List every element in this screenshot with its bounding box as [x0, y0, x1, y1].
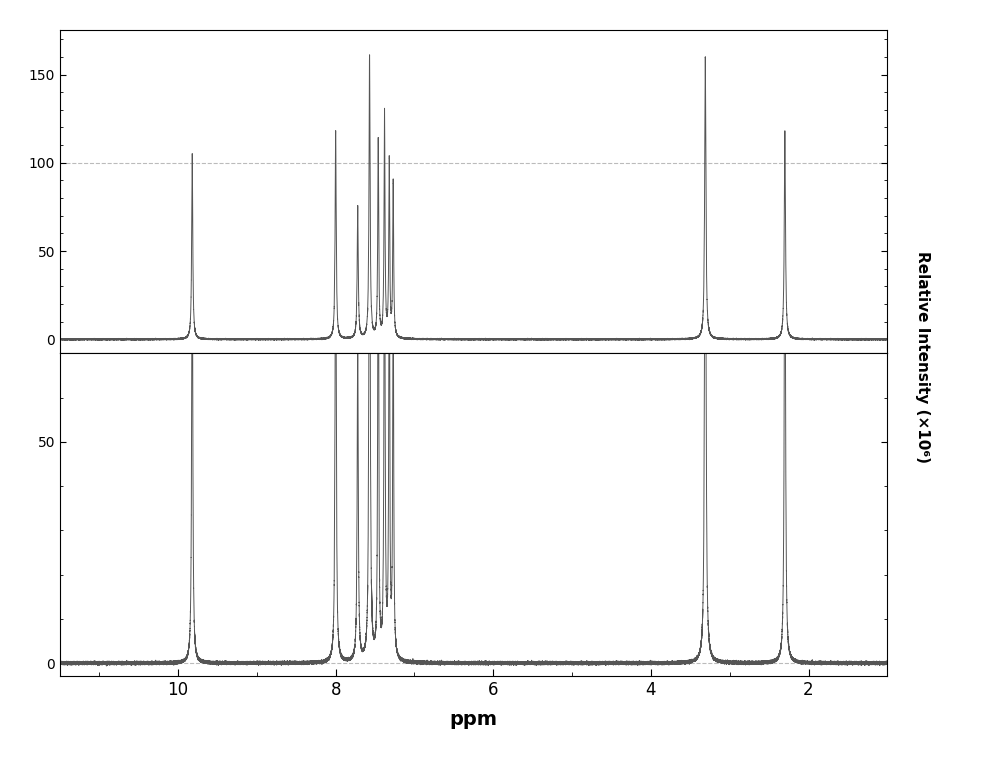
Text: Relative Intensity (×10⁶): Relative Intensity (×10⁶)	[914, 252, 930, 463]
X-axis label: ppm: ppm	[450, 711, 498, 730]
